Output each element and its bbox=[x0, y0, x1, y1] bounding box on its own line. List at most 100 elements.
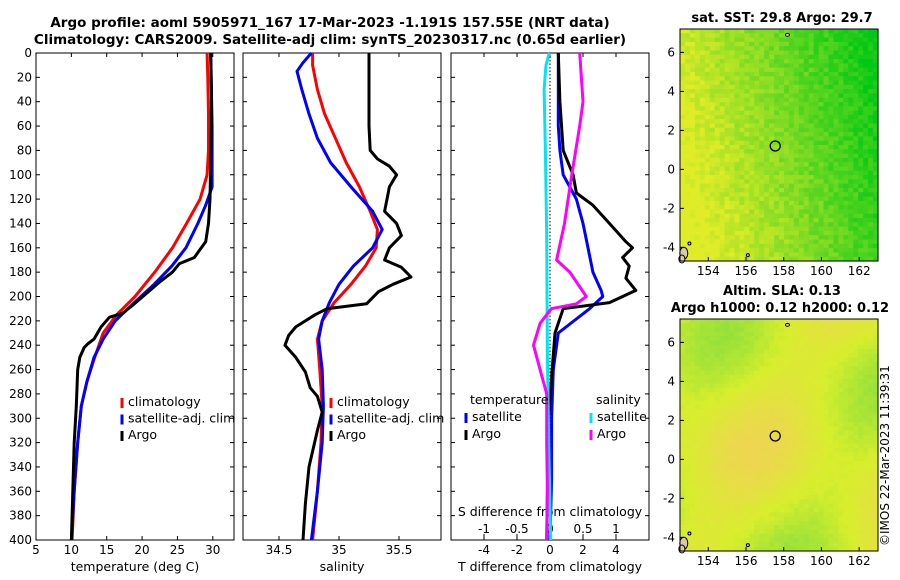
map-cell bbox=[729, 499, 736, 505]
map-cell bbox=[838, 503, 844, 509]
map-cell bbox=[764, 409, 770, 415]
s-tick-label: 0.5 bbox=[573, 522, 592, 536]
map-cell bbox=[774, 353, 780, 359]
map-cell bbox=[793, 175, 800, 180]
map-cell bbox=[719, 456, 726, 462]
map-cell bbox=[783, 106, 790, 112]
map-cell bbox=[719, 41, 726, 47]
map-cell bbox=[699, 349, 706, 354]
map-cell bbox=[779, 256, 785, 262]
map-cell bbox=[754, 170, 760, 176]
map-cell bbox=[788, 435, 795, 440]
map-cell bbox=[709, 370, 716, 376]
map-cell bbox=[749, 353, 755, 359]
map-cell bbox=[783, 93, 790, 99]
map-cell bbox=[729, 76, 736, 82]
map-cell bbox=[724, 196, 731, 202]
map-cell bbox=[779, 93, 785, 99]
map-cell bbox=[793, 157, 800, 163]
map-cell bbox=[759, 226, 765, 232]
map-cell bbox=[680, 153, 686, 159]
map-cell bbox=[769, 439, 775, 445]
map-cell bbox=[783, 175, 790, 180]
map-cell bbox=[719, 170, 726, 176]
map-cell bbox=[828, 533, 835, 539]
map-cell bbox=[838, 218, 844, 223]
map-cell bbox=[774, 239, 780, 245]
map-cell bbox=[709, 327, 716, 333]
map-cell bbox=[729, 366, 736, 372]
map-cell bbox=[684, 97, 691, 103]
map-cell bbox=[689, 222, 696, 228]
map-cell bbox=[734, 145, 740, 150]
map-cell bbox=[783, 533, 790, 539]
map-cell bbox=[704, 396, 711, 402]
map-cell bbox=[694, 366, 701, 372]
map-cell bbox=[739, 239, 745, 245]
map-cell bbox=[704, 370, 711, 376]
map-cell bbox=[853, 508, 859, 513]
map-cell bbox=[783, 349, 790, 354]
map-cell bbox=[744, 183, 750, 189]
map-cell bbox=[838, 512, 844, 518]
map-cell bbox=[779, 529, 785, 535]
map-cell bbox=[779, 145, 785, 150]
map-cell bbox=[858, 132, 864, 138]
map-cell bbox=[838, 123, 844, 129]
map-cell bbox=[868, 46, 874, 52]
map-cell bbox=[858, 33, 864, 39]
map-cell bbox=[833, 71, 839, 77]
map-cell bbox=[774, 119, 780, 125]
map-cell bbox=[709, 533, 716, 539]
map-cell bbox=[739, 516, 745, 522]
map-cell bbox=[729, 404, 736, 410]
map-cell bbox=[729, 520, 736, 526]
map-cell bbox=[818, 439, 825, 445]
map-cell bbox=[863, 529, 869, 535]
map-cell bbox=[699, 256, 706, 262]
map-cell bbox=[848, 508, 854, 513]
map-cell bbox=[704, 170, 711, 176]
map-cell bbox=[868, 340, 874, 346]
map-cell bbox=[739, 336, 745, 342]
map-cell bbox=[813, 520, 820, 526]
map-cell bbox=[779, 183, 785, 189]
map-cell bbox=[788, 323, 795, 329]
map-cell bbox=[838, 319, 844, 324]
map-cell bbox=[838, 209, 844, 215]
map-cell bbox=[684, 477, 691, 483]
map-cell bbox=[744, 400, 750, 406]
map-cell bbox=[779, 331, 785, 337]
map-cell bbox=[769, 465, 775, 470]
map-cell bbox=[828, 67, 835, 73]
map-cell bbox=[788, 331, 795, 337]
map-cell bbox=[833, 123, 839, 129]
map-cell bbox=[788, 145, 795, 150]
map-cell bbox=[704, 226, 711, 232]
map-cell bbox=[833, 243, 839, 249]
map-cell bbox=[868, 469, 874, 475]
map-cell bbox=[734, 192, 740, 198]
map-cell bbox=[759, 426, 765, 432]
map-cell bbox=[759, 503, 765, 509]
map-cell bbox=[873, 336, 879, 342]
map-cell bbox=[783, 482, 790, 488]
map-cell bbox=[764, 361, 770, 367]
map-cell bbox=[818, 370, 825, 376]
map-cell bbox=[764, 97, 770, 103]
map-cell bbox=[853, 319, 859, 324]
map-cell bbox=[724, 76, 731, 82]
map-cell bbox=[843, 119, 849, 125]
map-cell bbox=[724, 80, 731, 86]
map-cell bbox=[873, 106, 879, 112]
map-cell bbox=[744, 46, 750, 52]
map-cell bbox=[709, 114, 716, 120]
map-cell bbox=[833, 538, 839, 544]
map-cell bbox=[843, 525, 849, 531]
map-cell bbox=[793, 218, 800, 223]
map-cell bbox=[863, 340, 869, 346]
map-cell bbox=[714, 447, 721, 453]
map-cell bbox=[863, 525, 869, 531]
map-cell bbox=[853, 145, 859, 150]
map-cell bbox=[783, 230, 790, 236]
